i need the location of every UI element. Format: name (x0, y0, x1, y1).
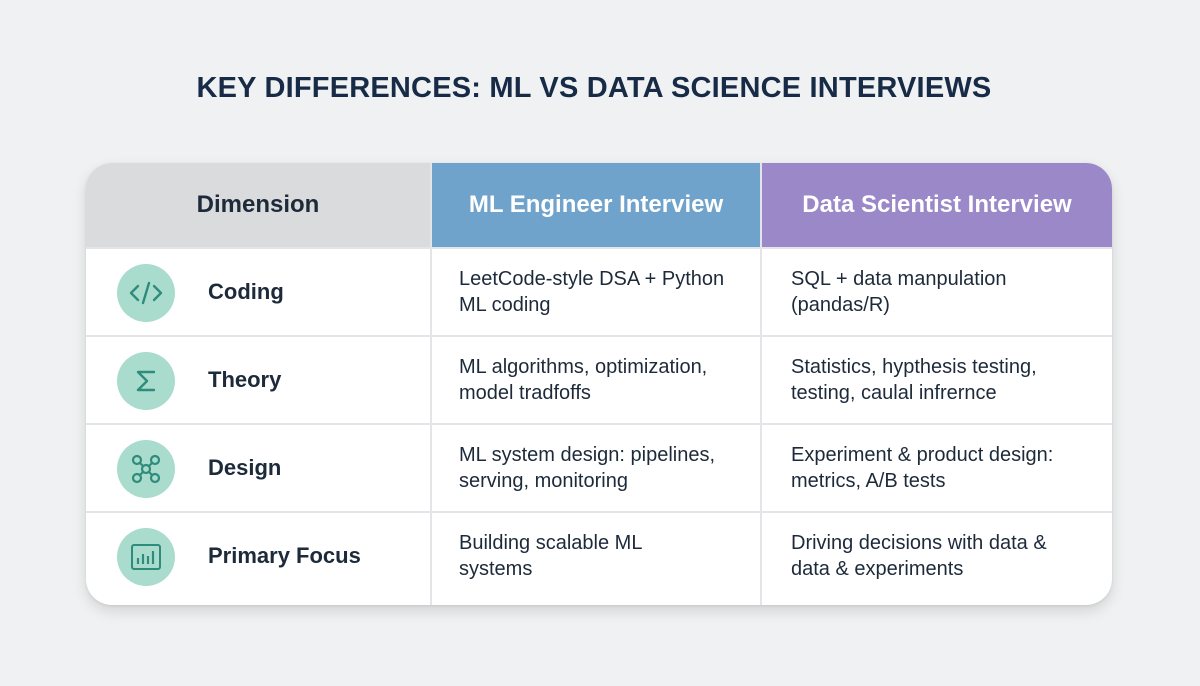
row-label: Primary Focus (208, 543, 361, 568)
bar-chart-icon (117, 528, 175, 586)
page-title: KEY DIFFERENCES: ML VS DATA SCIENCE INTE… (196, 72, 992, 104)
cell-line: ML system design: pipelines, (459, 444, 716, 466)
table-row-design: Design ML system design: pipelines, serv… (86, 423, 1112, 511)
column-divider (760, 163, 762, 605)
sigma-icon (117, 352, 175, 410)
cell-line: (pandas/R) (791, 294, 890, 316)
table-row-theory: Theory ML algorithms, optimization, mode… (86, 335, 1112, 423)
ds-cell: Driving decisions with data & data & exp… (791, 513, 1091, 599)
cell-line: ML algorithms, optimization, (459, 356, 708, 378)
column-divider (430, 163, 432, 605)
row-label: Design (208, 455, 282, 480)
ml-cell: ML algorithms, optimization, model tradf… (459, 337, 749, 423)
ml-cell: LeetCode-style DSA + Python ML coding (459, 249, 749, 335)
cell-line: metrics, A/B tests (791, 470, 946, 492)
cell-line: data & experiments (791, 558, 964, 580)
comparison-table: Dimension ML Engineer Interview Data Sci… (86, 163, 1112, 605)
network-icon (117, 440, 175, 498)
header-data-scientist: Data Scientist Interview (762, 163, 1112, 247)
header-ml-engineer: ML Engineer Interview (432, 163, 760, 247)
cell-line: ML coding (459, 294, 551, 316)
cell-line: testing, caulal infrernce (791, 382, 997, 404)
row-label: Theory (208, 367, 282, 392)
cell-line: LeetCode-style DSA + Python (459, 268, 725, 290)
header-dimension: Dimension (86, 163, 430, 247)
cell-line: Experiment & product design: (791, 444, 1054, 466)
table-row-coding: Coding LeetCode-style DSA + Python ML co… (86, 247, 1112, 335)
code-icon (117, 264, 175, 322)
cell-line: Driving decisions with data & (791, 532, 1047, 554)
table-row-primary-focus: Primary Focus Building scalable ML syste… (86, 511, 1112, 605)
ds-cell: Statistics, hypthesis testing, testing, … (791, 337, 1091, 423)
ml-cell: ML system design: pipelines, serving, mo… (459, 425, 749, 511)
ml-cell: Building scalable ML systems (459, 513, 749, 599)
cell-line: SQL + data manpulation (791, 268, 1007, 290)
ds-cell: Experiment & product design: metrics, A/… (791, 425, 1091, 511)
cell-line: serving, monitoring (459, 470, 628, 492)
cell-line: Building scalable ML (459, 532, 643, 554)
table-header-row: Dimension ML Engineer Interview Data Sci… (86, 163, 1112, 247)
row-label: Coding (208, 279, 284, 304)
cell-line: model tradfoffs (459, 382, 591, 404)
cell-line: systems (459, 558, 533, 580)
ds-cell: SQL + data manpulation (pandas/R) (791, 249, 1091, 335)
cell-line: Statistics, hypthesis testing, (791, 356, 1037, 378)
